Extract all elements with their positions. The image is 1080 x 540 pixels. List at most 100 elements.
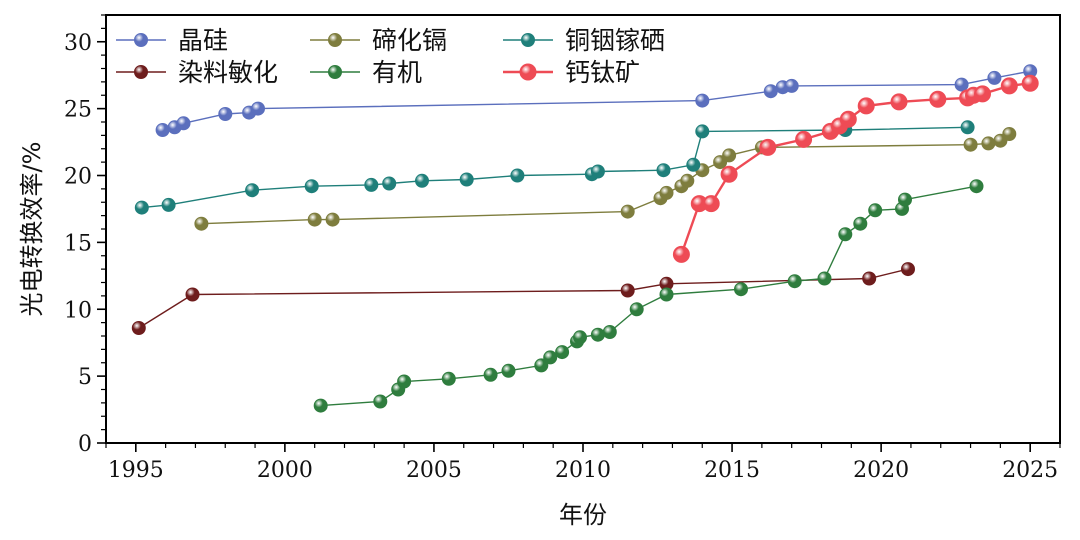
data-point xyxy=(194,216,209,231)
legend-item: 铜铟镓硒 xyxy=(503,26,665,55)
data-point xyxy=(795,130,813,148)
data-point xyxy=(134,200,149,215)
data-point xyxy=(929,90,947,108)
data-point xyxy=(364,177,379,192)
plot-series xyxy=(131,64,1039,413)
data-point xyxy=(680,173,695,188)
data-point xyxy=(702,195,720,213)
data-point xyxy=(555,345,570,360)
legend-item: 有机 xyxy=(310,58,422,87)
y-tick-label: 25 xyxy=(64,98,92,123)
series-2 xyxy=(134,120,975,215)
data-point xyxy=(987,70,1002,85)
data-point xyxy=(969,179,984,194)
data-point xyxy=(787,274,802,289)
data-point xyxy=(245,183,260,198)
legend-marker xyxy=(134,65,148,79)
data-point xyxy=(534,358,549,373)
data-point xyxy=(838,227,853,242)
x-tick-label: 2005 xyxy=(406,458,462,483)
data-point xyxy=(817,271,832,286)
data-point xyxy=(1000,77,1018,95)
data-point xyxy=(659,185,674,200)
series-line xyxy=(201,133,1010,225)
data-point xyxy=(659,287,674,302)
data-point xyxy=(1002,127,1017,141)
legend-label: 染料敏化 xyxy=(178,58,278,87)
series-5 xyxy=(672,74,1039,263)
data-point xyxy=(161,197,176,212)
data-point xyxy=(382,176,397,191)
data-point xyxy=(325,212,340,227)
series-4 xyxy=(313,179,984,413)
legend-marker xyxy=(328,33,342,47)
x-tick-label: 2020 xyxy=(853,458,909,483)
legend-marker xyxy=(328,65,342,79)
data-point xyxy=(1021,74,1039,92)
legend-item: 碲化镉 xyxy=(310,26,447,55)
data-point xyxy=(898,192,912,207)
y-tick-label: 5 xyxy=(78,365,92,390)
data-point xyxy=(620,283,635,298)
legend-marker xyxy=(134,33,148,47)
x-tick-label: 2010 xyxy=(555,458,611,483)
y-tick-label: 20 xyxy=(64,165,92,190)
data-point xyxy=(656,163,671,178)
data-point xyxy=(307,212,322,227)
data-point xyxy=(862,271,877,286)
data-point xyxy=(510,168,525,183)
series-3 xyxy=(131,262,915,335)
data-point xyxy=(686,157,701,172)
series-0 xyxy=(155,64,1038,137)
data-point xyxy=(415,173,429,188)
data-point xyxy=(974,85,991,103)
x-tick-label: 2025 xyxy=(1002,458,1058,483)
data-point xyxy=(590,327,605,342)
x-tick-label: 2015 xyxy=(704,458,760,483)
data-point xyxy=(155,123,170,137)
data-point xyxy=(695,124,710,139)
y-axis-ticks: 0 5 10 15 20 25 30 xyxy=(64,14,106,457)
data-point xyxy=(839,110,857,128)
data-point xyxy=(784,78,799,93)
data-point xyxy=(602,325,617,339)
data-point xyxy=(185,287,200,302)
data-point xyxy=(483,367,498,382)
data-point xyxy=(759,138,777,156)
data-point xyxy=(176,116,191,131)
series-1 xyxy=(194,127,1017,231)
legend-label: 铜铟镓硒 xyxy=(565,26,665,55)
x-tick-label: 2000 xyxy=(257,458,313,483)
data-point xyxy=(543,350,558,365)
legend-label: 晶硅 xyxy=(178,26,228,55)
data-point xyxy=(868,203,883,218)
legend-item: 染料敏化 xyxy=(116,58,278,87)
data-point xyxy=(251,101,265,116)
y-tick-label: 15 xyxy=(64,231,92,256)
legend-label: 有机 xyxy=(372,58,422,87)
data-point xyxy=(131,321,146,335)
y-tick-label: 30 xyxy=(64,31,92,56)
data-point xyxy=(459,172,474,187)
data-point xyxy=(890,93,908,111)
data-point xyxy=(590,164,605,179)
y-tick-label: 10 xyxy=(64,298,92,323)
data-point xyxy=(720,165,738,183)
legend-marker xyxy=(519,63,537,81)
data-point xyxy=(629,302,644,317)
y-axis-title: 光电转换效率/% xyxy=(18,142,46,317)
data-point xyxy=(954,77,969,92)
legend-label: 钙钛矿 xyxy=(565,58,640,87)
legend-item: 晶硅 xyxy=(116,26,228,55)
data-point xyxy=(763,84,778,99)
data-point xyxy=(853,216,868,231)
data-point xyxy=(963,137,978,152)
data-point xyxy=(501,363,516,378)
legend-label: 碲化镉 xyxy=(372,26,447,55)
data-point xyxy=(695,93,710,108)
legend-item: 钙钛矿 xyxy=(503,58,640,87)
data-point xyxy=(981,136,996,151)
legend-marker xyxy=(521,33,535,47)
